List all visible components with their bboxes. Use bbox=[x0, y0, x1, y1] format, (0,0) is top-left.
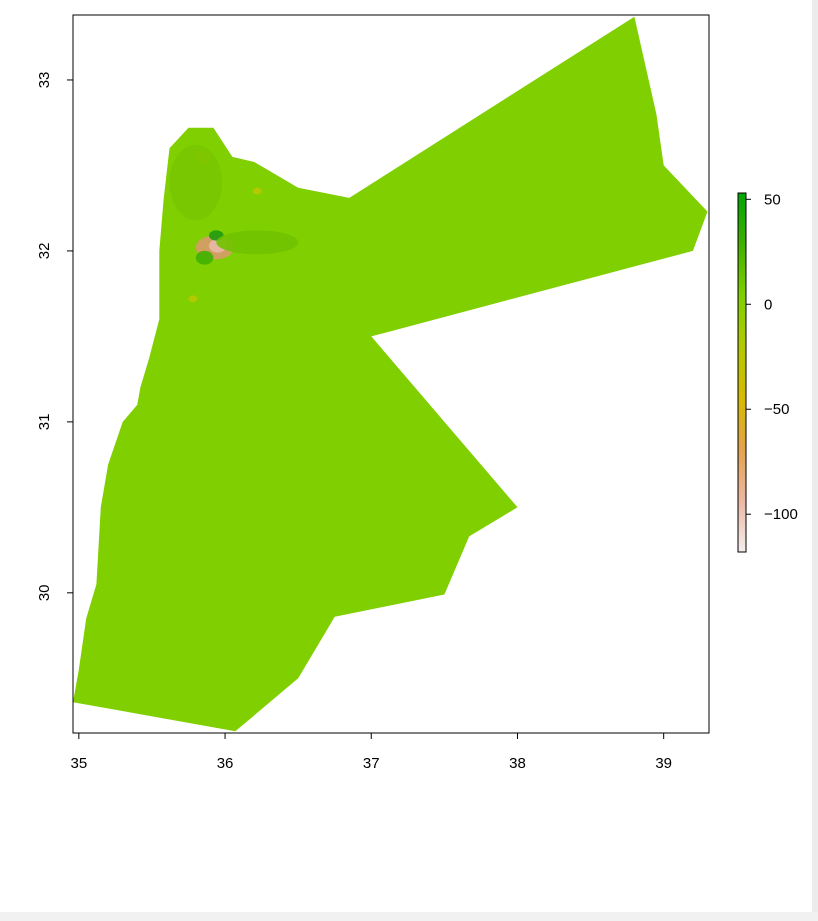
map-layer bbox=[73, 16, 708, 732]
legend-tick-label: −50 bbox=[764, 401, 789, 418]
y-tick-label: 32 bbox=[36, 243, 53, 260]
legend-tick-label: 50 bbox=[764, 191, 781, 208]
y-tick-label: 31 bbox=[36, 414, 53, 431]
x-tick-label: 36 bbox=[217, 755, 234, 772]
vertical-scrollbar[interactable] bbox=[812, 0, 818, 912]
color-legend: 50 0 −50 −100 bbox=[737, 191, 798, 553]
raster-patch-4 bbox=[216, 230, 299, 255]
legend-tick-label: 0 bbox=[764, 296, 772, 313]
plot-frame bbox=[72, 14, 710, 734]
raster-patch-6 bbox=[169, 144, 223, 221]
raster-patch-2 bbox=[195, 250, 214, 265]
raster-patch-7 bbox=[252, 187, 262, 195]
legend-tick-label: −100 bbox=[764, 506, 798, 523]
country-raster bbox=[73, 16, 708, 732]
x-tick-label: 38 bbox=[509, 755, 526, 772]
raster-patch-8 bbox=[188, 295, 198, 303]
x-axis: 35 36 37 38 39 bbox=[71, 733, 672, 772]
y-axis: 30 31 32 33 bbox=[36, 72, 73, 601]
y-tick-label: 30 bbox=[36, 584, 53, 601]
x-tick-label: 37 bbox=[363, 755, 380, 772]
y-tick-label: 33 bbox=[36, 72, 53, 89]
x-tick-label: 35 bbox=[71, 755, 88, 772]
legend-colorbar bbox=[737, 192, 747, 553]
bottom-strip bbox=[0, 912, 818, 921]
x-tick-label: 39 bbox=[655, 755, 672, 772]
